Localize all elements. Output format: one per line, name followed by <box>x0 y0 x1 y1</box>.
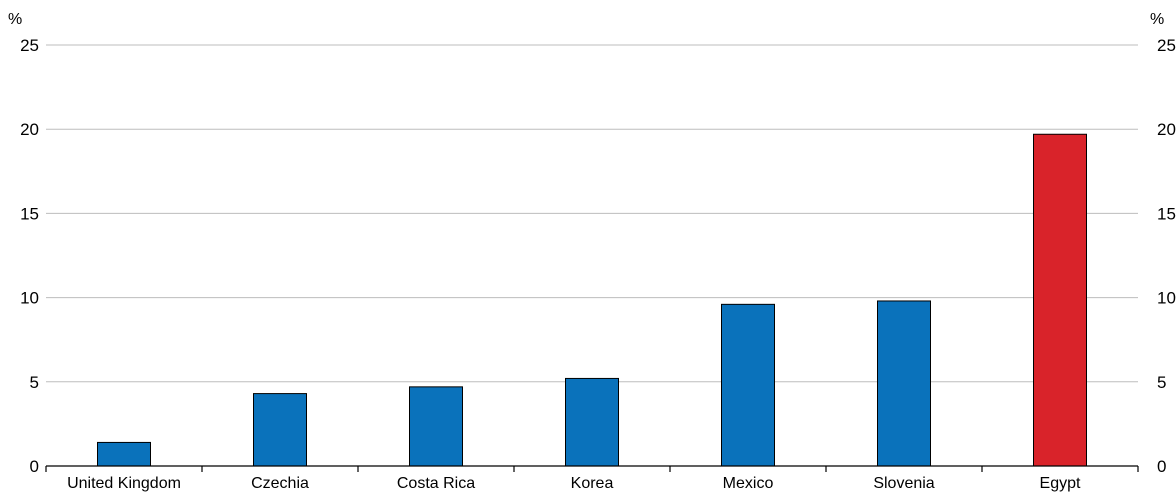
x-category-label: United Kingdom <box>67 475 181 492</box>
y-tick-label-left: 5 <box>30 373 39 392</box>
x-category-label: Korea <box>571 475 614 492</box>
left-axis-ticks: 0 5 10 15 20 25 <box>20 36 39 476</box>
right-axis-unit: % <box>1150 11 1164 28</box>
bars <box>97 133 1087 467</box>
bar-mexico <box>721 303 775 467</box>
y-tick-label-right: 5 <box>1157 373 1166 392</box>
bar-czechia <box>253 393 307 467</box>
y-tick-label-right: 0 <box>1157 457 1166 476</box>
category-labels: United Kingdom Czechia Costa Rica Korea Mexi… <box>67 475 1081 492</box>
bar-slovenia <box>877 300 931 467</box>
right-axis-ticks: 0 5 10 15 20 25 <box>1157 36 1176 476</box>
x-category-label: Egypt <box>1040 475 1081 492</box>
y-tick-label-left: 0 <box>30 457 39 476</box>
y-tick-label-left: 10 <box>20 289 39 308</box>
y-tick-label-right: 15 <box>1157 204 1176 223</box>
x-category-label: Costa Rica <box>397 475 475 492</box>
y-tick-label-right: 10 <box>1157 289 1176 308</box>
y-tick-label-left: 15 <box>20 204 39 223</box>
bar-egypt <box>1033 133 1087 467</box>
bar-korea <box>565 377 619 467</box>
y-tick-label-right: 25 <box>1157 36 1176 55</box>
bar-united-kingdom <box>97 441 151 467</box>
axes <box>45 465 1139 472</box>
gridlines <box>46 44 1138 383</box>
x-category-label: Czechia <box>251 475 309 492</box>
y-tick-label-right: 20 <box>1157 120 1176 139</box>
x-category-label: Slovenia <box>873 475 934 492</box>
bar-costa-rica <box>409 386 463 467</box>
x-category-label: Mexico <box>723 475 774 492</box>
y-tick-label-left: 25 <box>20 36 39 55</box>
left-axis-unit: % <box>8 11 22 28</box>
y-tick-label-left: 20 <box>20 120 39 139</box>
